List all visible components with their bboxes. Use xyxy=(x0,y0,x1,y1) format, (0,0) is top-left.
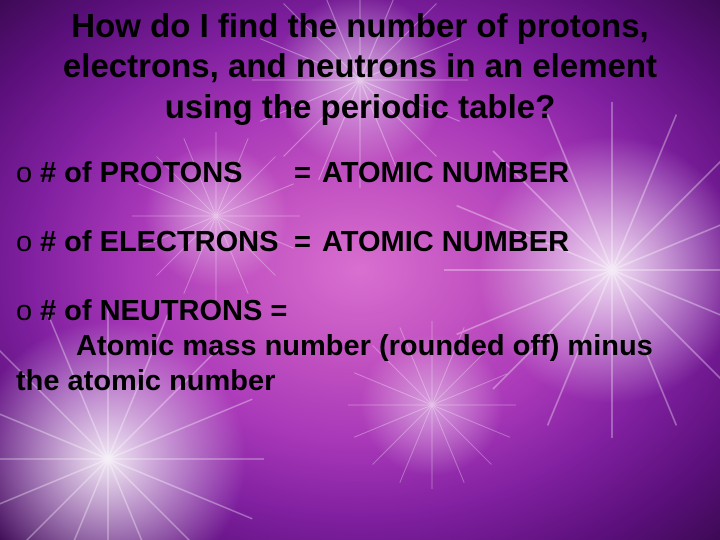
bullet-rhs: ATOMIC NUMBER xyxy=(322,157,569,190)
bullet-rhs: ATOMIC NUMBER xyxy=(322,226,569,259)
list-item: o # of NEUTRONS = xyxy=(16,295,704,328)
list-item: o # of PROTONS = ATOMIC NUMBER xyxy=(16,157,704,190)
bullet-eq: = xyxy=(262,295,287,328)
neutrons-continuation-1: Atomic mass number (rounded off) minus xyxy=(16,330,704,363)
bullet-lhs: # of ELECTRONS xyxy=(40,226,294,259)
bullet-marker: o xyxy=(16,295,40,328)
bullet-marker: o xyxy=(16,226,40,259)
bullet-eq: = xyxy=(294,226,322,259)
list-item: o # of ELECTRONS = ATOMIC NUMBER xyxy=(16,226,704,259)
slide-content: How do I find the number of protons, ele… xyxy=(0,0,720,540)
slide-title: How do I find the number of protons, ele… xyxy=(0,0,720,127)
bullet-eq: = xyxy=(294,157,322,190)
bullet-marker: o xyxy=(16,157,40,190)
bullet-lhs: # of NEUTRONS xyxy=(40,295,262,328)
bullet-list: o # of PROTONS = ATOMIC NUMBER o # of EL… xyxy=(0,157,720,398)
neutrons-continuation-2: the atomic number xyxy=(16,365,704,398)
bullet-lhs: # of PROTONS xyxy=(40,157,294,190)
